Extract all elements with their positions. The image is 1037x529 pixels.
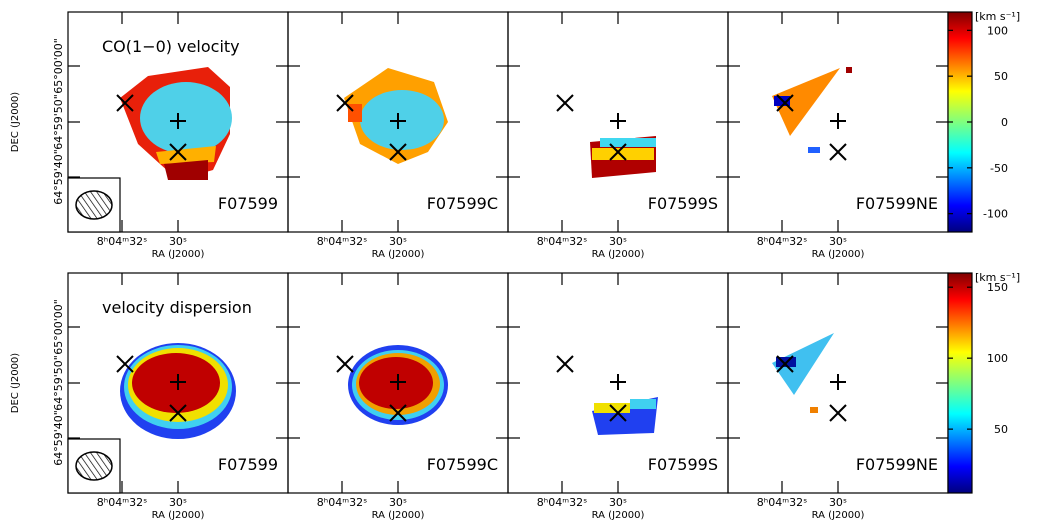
- ra-tick-label: 30ˢ: [389, 496, 407, 509]
- colorbar: [947, 272, 973, 494]
- dec-tick-label: 65°00'00": [52, 299, 65, 355]
- panel-label: F07599: [218, 194, 278, 213]
- beam: [75, 190, 113, 220]
- ra-tick-label: 30ˢ: [609, 496, 627, 509]
- ra-tick-label: 8ʰ04ᵐ32ˢ: [97, 496, 147, 509]
- colorbar-tick-label: 50: [994, 423, 1008, 436]
- x-marker: [169, 143, 187, 161]
- colorbar-tick-label: 150: [987, 281, 1008, 294]
- dec-tick-label: 64°59'50": [52, 94, 65, 150]
- panel-label: F07599: [218, 455, 278, 474]
- ra-tick-label: 8ʰ04ᵐ32ˢ: [757, 235, 807, 248]
- x-marker: [336, 94, 354, 112]
- row-title: CO(1−0) velocity: [102, 37, 240, 56]
- x-marker: [336, 355, 354, 373]
- x-axis-label: RA (J2000): [592, 249, 645, 260]
- panel-label: F07599NE: [856, 455, 938, 474]
- x-marker: [389, 143, 407, 161]
- x-axis-label: RA (J2000): [152, 510, 205, 521]
- map-region: [810, 407, 818, 413]
- map-region: [808, 147, 820, 153]
- panel-label: F07599NE: [856, 194, 938, 213]
- row-title: velocity dispersion: [102, 298, 252, 317]
- beam: [75, 451, 113, 481]
- map-region: [772, 333, 834, 395]
- x-marker: [116, 355, 134, 373]
- x-axis-label: RA (J2000): [812, 249, 865, 260]
- colorbar-tick-label: 100: [987, 24, 1008, 37]
- x-axis-label: RA (J2000): [372, 510, 425, 521]
- ra-tick-label: 8ʰ04ᵐ32ˢ: [537, 235, 587, 248]
- colorbar-tick-label: 50: [994, 70, 1008, 83]
- panel-label: F07599S: [648, 194, 718, 213]
- x-marker: [169, 404, 187, 422]
- map-region: [592, 148, 654, 160]
- x-marker: [609, 143, 627, 161]
- colorbar-tick-label: 100: [987, 352, 1008, 365]
- ra-tick-label: 30ˢ: [609, 235, 627, 248]
- ra-tick-label: 8ʰ04ᵐ32ˢ: [317, 235, 367, 248]
- colorbar-tick-label: -100: [983, 208, 1008, 221]
- dec-tick-label: 64°59'50": [52, 355, 65, 411]
- map-region: [140, 82, 232, 154]
- ra-tick-label: 8ʰ04ᵐ32ˢ: [97, 235, 147, 248]
- ra-tick-label: 8ʰ04ᵐ32ˢ: [757, 496, 807, 509]
- x-marker: [556, 355, 574, 373]
- x-marker: [776, 94, 794, 112]
- map-region: [600, 138, 656, 147]
- x-marker: [609, 404, 627, 422]
- map-region: [164, 160, 208, 180]
- x-marker: [116, 94, 134, 112]
- panel-label: F07599C: [427, 194, 498, 213]
- dec-tick-label: 65°00'00": [52, 38, 65, 94]
- x-marker: [829, 404, 847, 422]
- x-axis-label: RA (J2000): [592, 510, 645, 521]
- panel-label: F07599C: [427, 455, 498, 474]
- colorbar-unit: [km s⁻¹]: [975, 10, 1020, 23]
- colorbar-tick-label: -50: [990, 162, 1008, 175]
- dec-tick-label: 64°59'40": [52, 410, 65, 466]
- x-axis-label: RA (J2000): [812, 510, 865, 521]
- map-region: [630, 399, 656, 409]
- x-axis-label: RA (J2000): [372, 249, 425, 260]
- dec-tick-label: 64°59'40": [52, 149, 65, 205]
- ra-tick-label: 30ˢ: [169, 496, 187, 509]
- panel-label: F07599S: [648, 455, 718, 474]
- ra-tick-label: 8ʰ04ᵐ32ˢ: [317, 496, 367, 509]
- x-axis-label: RA (J2000): [152, 249, 205, 260]
- colorbar-tick-label: 0: [1001, 116, 1008, 129]
- x-marker: [829, 143, 847, 161]
- map-region: [772, 68, 840, 136]
- y-axis-label: DEC (J2000): [10, 92, 21, 152]
- ra-tick-label: 30ˢ: [829, 235, 847, 248]
- map-region: [846, 67, 852, 73]
- colorbar-unit: [km s⁻¹]: [975, 271, 1020, 284]
- x-marker: [556, 94, 574, 112]
- x-marker: [389, 404, 407, 422]
- ra-tick-label: 30ˢ: [829, 496, 847, 509]
- ra-tick-label: 30ˢ: [169, 235, 187, 248]
- ra-tick-label: 30ˢ: [389, 235, 407, 248]
- x-marker: [776, 355, 794, 373]
- y-axis-label: DEC (J2000): [10, 353, 21, 413]
- ra-tick-label: 8ʰ04ᵐ32ˢ: [537, 496, 587, 509]
